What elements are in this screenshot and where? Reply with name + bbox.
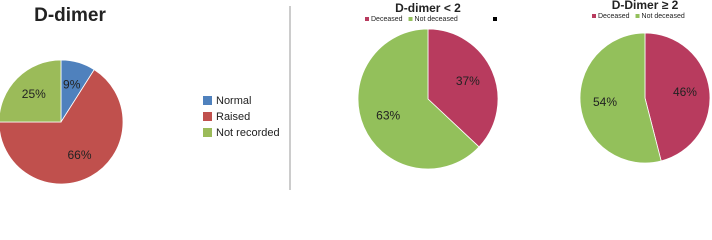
legend-label: Raised: [216, 111, 250, 123]
legend-label: Deceased: [371, 16, 403, 23]
legend-swatch: [365, 17, 369, 21]
pie-slice: [0, 59, 62, 123]
data-label: 54%: [593, 95, 617, 109]
legend-artifact: [493, 17, 497, 21]
legend-label: Normal: [216, 95, 251, 107]
pie-slice: [0, 69, 124, 185]
legend-label: Not deceased: [642, 13, 685, 20]
legend-label: Not deceased: [415, 16, 458, 23]
pie-slice: [427, 28, 499, 148]
legend-swatch: [203, 128, 212, 137]
data-label: 66%: [68, 148, 92, 162]
legend-swatch: [203, 112, 212, 121]
data-label: 63%: [376, 108, 400, 122]
pie-slice: [357, 28, 480, 170]
legend-swatch: [592, 14, 596, 18]
legend-label: Deceased: [598, 13, 630, 20]
data-label: 9%: [63, 77, 81, 91]
legend-swatch: [635, 14, 640, 18]
legend-swatch: [203, 96, 212, 105]
pie-slice: [579, 32, 662, 164]
data-label: 37%: [456, 74, 480, 88]
data-label: 25%: [22, 87, 46, 101]
legend-label: Not recorded: [216, 127, 280, 139]
legend-swatch: [408, 17, 413, 21]
chart-title: D-dimer: [34, 5, 106, 26]
chart-title: D-dimer < 2: [395, 1, 461, 15]
chart-title: D-Dimer ≥ 2: [612, 0, 679, 12]
data-label: 46%: [673, 85, 697, 99]
pie-slice: [644, 32, 711, 162]
figure: D-dimer 9% 66% 25% Normal Raised Not recorded D…: [0, 0, 711, 190]
